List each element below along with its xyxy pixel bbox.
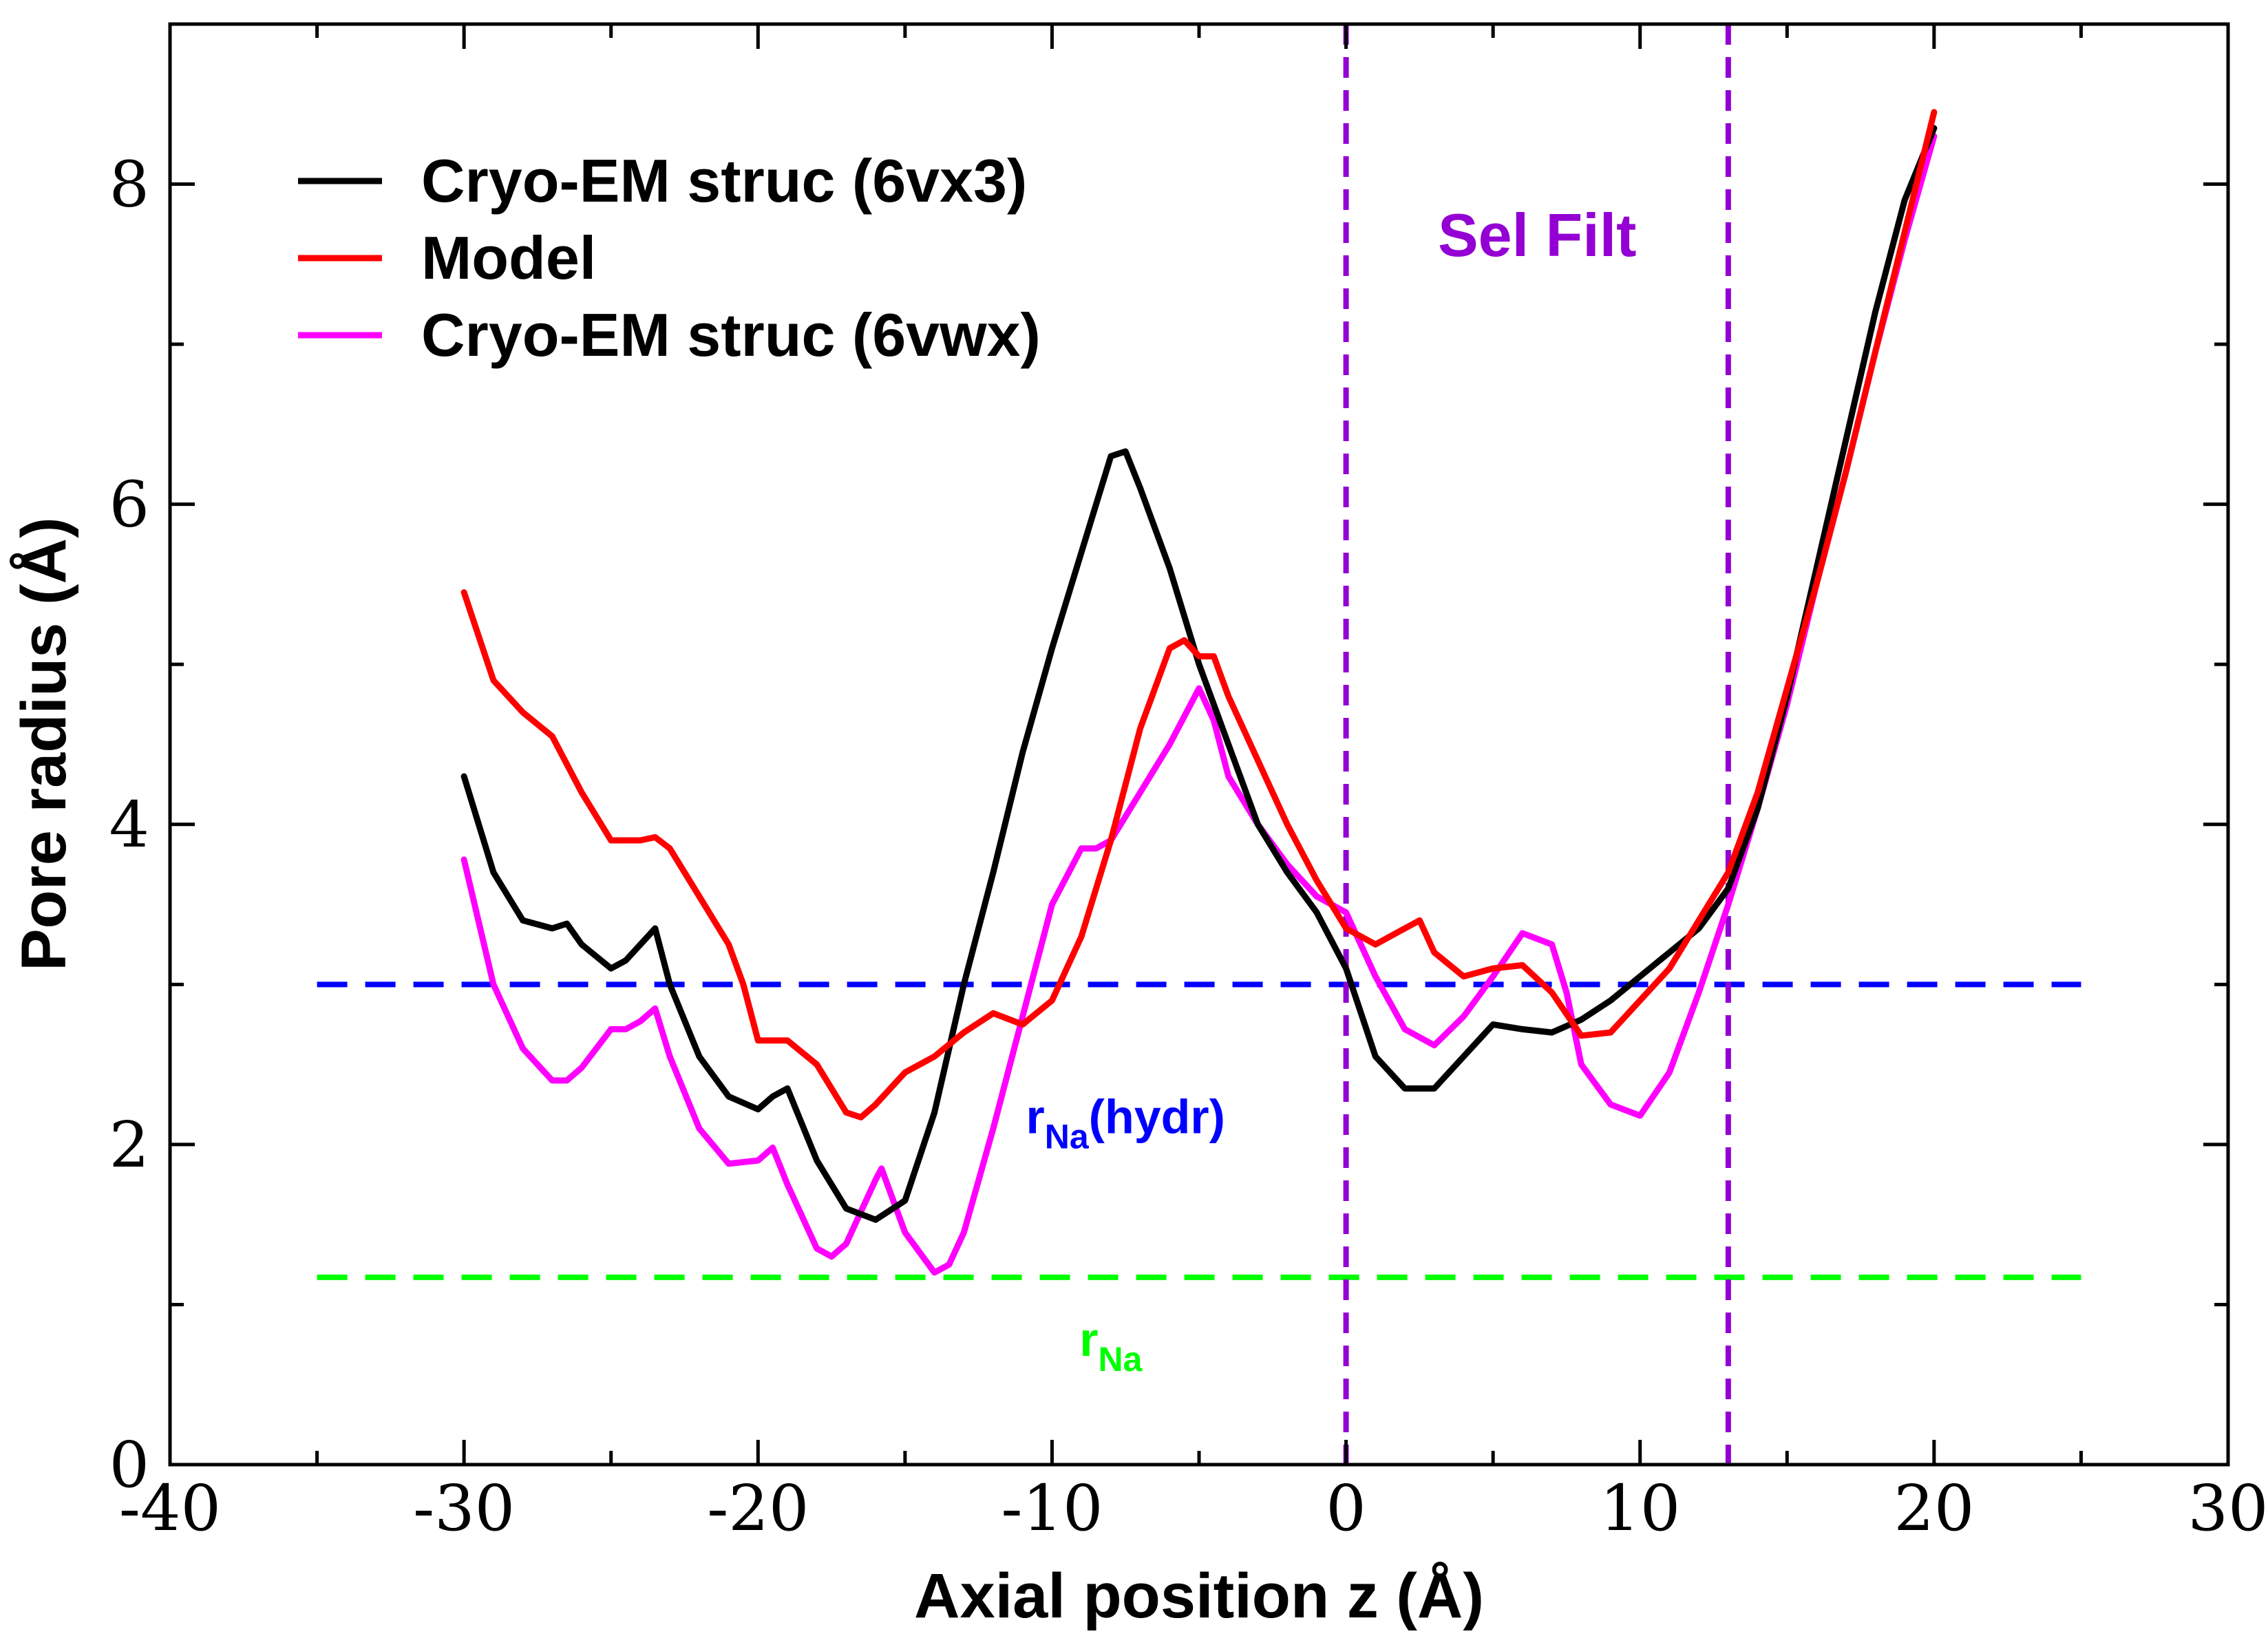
y-tick-label: 6 <box>109 468 149 542</box>
series-line-1 <box>460 109 1938 1120</box>
legend-label: Cryo-EM struc (6vwx) <box>421 301 1041 369</box>
selectivity-filter-label: Sel Filt <box>1438 201 1637 269</box>
axis-tick-labels: -40 -30 -20 -10 0 10 20 30 0 2 4 6 8 <box>109 148 2268 1545</box>
y-tick-label: 0 <box>109 1428 149 1502</box>
label-suffix: (hydr) <box>1089 1090 1225 1144</box>
label-main: r <box>1079 1313 1098 1366</box>
y-tick-label: 2 <box>109 1108 149 1182</box>
x-tick-label: -20 <box>707 1471 809 1545</box>
reference-line-label: rNa <box>1079 1313 1143 1379</box>
reference-lines <box>317 24 2081 1465</box>
x-tick-label: 20 <box>1894 1471 1974 1545</box>
y-tick-label: 4 <box>109 788 149 862</box>
legend-label: Model <box>421 224 596 292</box>
reference-line-label: rNa(hydr) <box>1026 1090 1225 1156</box>
x-tick-label: -40 <box>119 1471 221 1545</box>
x-tick-label: -10 <box>1001 1471 1103 1545</box>
series-line-2 <box>460 133 1938 1276</box>
x-tick-label: 30 <box>2187 1471 2268 1545</box>
x-tick-label: 10 <box>1600 1471 1680 1545</box>
y-tick-label: 8 <box>109 148 149 222</box>
x-axis-title: Axial position z (Å) <box>914 1561 1484 1631</box>
label-subscript: Na <box>1099 1340 1143 1379</box>
x-tick-label: -30 <box>413 1471 515 1545</box>
x-tick-label: 0 <box>1326 1471 1366 1545</box>
axis-ticks <box>168 24 2230 1467</box>
series-line-0 <box>460 125 1938 1223</box>
legend: Cryo-EM struc (6vx3) Model Cryo-EM struc (… <box>298 147 1041 369</box>
legend-label: Cryo-EM struc (6vx3) <box>421 147 1027 215</box>
series-lines <box>460 109 1938 1276</box>
label-subscript: Na <box>1045 1118 1090 1156</box>
y-axis-title: Pore radius (Å) <box>9 517 79 970</box>
label-main: r <box>1026 1090 1044 1144</box>
